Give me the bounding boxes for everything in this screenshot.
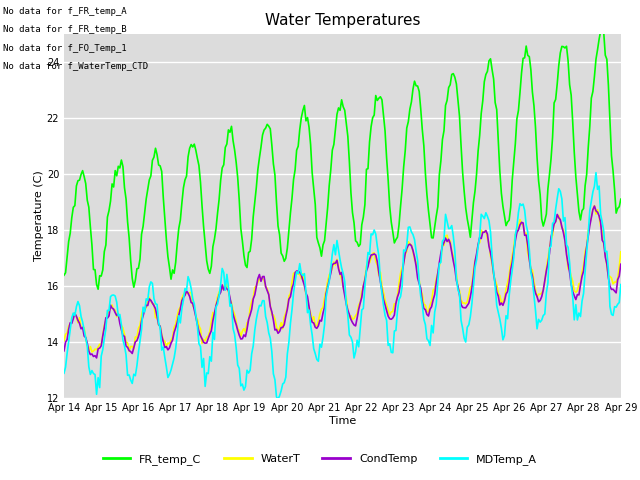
MDTemp_A [129, 381, 136, 386]
FR_temp_C [255, 155, 263, 161]
CondTemp [591, 203, 598, 209]
MDTemp_A [254, 308, 262, 314]
MDTemp_A [60, 371, 68, 376]
CondTemp [246, 312, 254, 318]
FR_temp_C [588, 95, 595, 101]
WaterT [591, 203, 598, 208]
CondTemp [228, 303, 236, 309]
CondTemp [255, 272, 263, 277]
CondTemp [588, 215, 595, 220]
Text: No data for f_FO_Temp_1: No data for f_FO_Temp_1 [3, 44, 127, 53]
MDTemp_A [274, 396, 282, 402]
MDTemp_A [244, 370, 252, 376]
WaterT [617, 249, 625, 255]
Legend: FR_temp_C, WaterT, CondTemp, MDTemp_A: FR_temp_C, WaterT, CondTemp, MDTemp_A [98, 450, 542, 469]
MDTemp_A [592, 170, 600, 176]
CondTemp [60, 348, 68, 354]
WaterT [60, 338, 68, 344]
FR_temp_C [228, 123, 236, 129]
WaterT [305, 306, 313, 312]
WaterT [246, 305, 254, 311]
MDTemp_A [226, 303, 234, 309]
Line: FR_temp_C: FR_temp_C [64, 30, 621, 289]
WaterT [88, 349, 96, 355]
Text: No data for f_WaterTemp_CTD: No data for f_WaterTemp_CTD [3, 62, 148, 71]
WaterT [130, 346, 138, 352]
MDTemp_A [617, 282, 625, 288]
MDTemp_A [588, 199, 595, 204]
CondTemp [130, 345, 138, 350]
WaterT [255, 276, 263, 282]
Text: No data for f_FR_temp_B: No data for f_FR_temp_B [3, 25, 127, 35]
Y-axis label: Temperature (C): Temperature (C) [34, 170, 44, 262]
CondTemp [305, 304, 313, 310]
Line: WaterT: WaterT [64, 205, 621, 352]
FR_temp_C [617, 196, 625, 202]
FR_temp_C [598, 27, 606, 33]
WaterT [228, 300, 236, 306]
X-axis label: Time: Time [329, 416, 356, 426]
FR_temp_C [305, 124, 313, 130]
Text: No data for f_FR_temp_A: No data for f_FR_temp_A [3, 7, 127, 16]
CondTemp [93, 355, 100, 361]
CondTemp [617, 261, 625, 267]
MDTemp_A [305, 307, 313, 313]
Line: MDTemp_A: MDTemp_A [64, 173, 621, 399]
WaterT [588, 214, 595, 219]
FR_temp_C [246, 248, 254, 254]
FR_temp_C [130, 284, 138, 290]
Line: CondTemp: CondTemp [64, 206, 621, 358]
Title: Water Temperatures: Water Temperatures [265, 13, 420, 28]
FR_temp_C [60, 272, 68, 278]
FR_temp_C [94, 287, 102, 292]
